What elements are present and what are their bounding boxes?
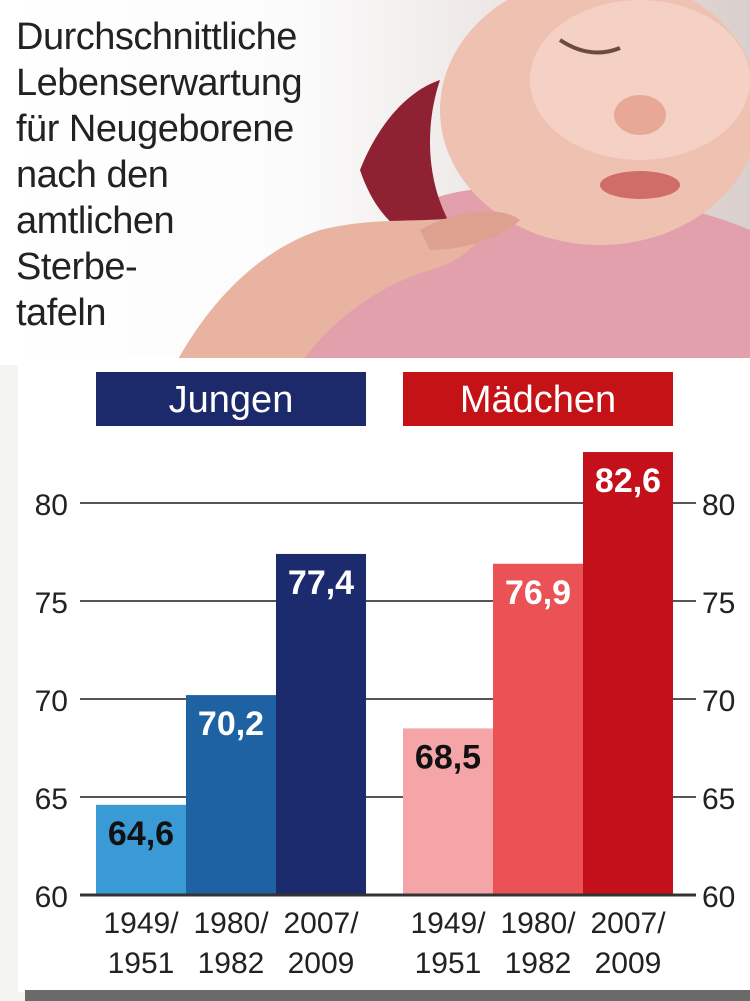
girls-header-label: Mädchen [460,379,616,421]
bar [403,728,493,895]
life-expectancy-chart: 60 60 65 65 70 70 75 75 80 80 Jungen 64,6 1949/1951 7… [35,372,735,980]
x-category-label: 1980/ [193,907,269,940]
bar [583,452,673,895]
x-category-label: 1951 [108,947,175,980]
bar-value-label: 68,5 [415,738,481,776]
headline-line: tafeln [16,292,106,334]
bar [96,804,186,895]
boys-header [96,372,366,426]
bar [493,563,583,895]
x-category-label: 2009 [595,947,662,980]
chart-panel: 60 60 65 65 70 70 75 75 80 80 Jungen 64,6 1949/1951 7… [18,358,750,992]
girls-header [403,372,673,426]
chart-headline: Durchschnittliche Lebenserwartung für Ne… [16,14,356,336]
bar [276,553,366,895]
x-category-label: 1949/ [410,907,486,940]
headline-line: nach den [16,154,169,196]
y-tick-label-right: 80 [702,489,735,522]
x-category-label: 1982 [198,947,265,980]
bar-value-label: 77,4 [288,564,354,602]
y-tick-label-left: 80 [35,489,68,522]
bottom-divider [25,990,750,1001]
newborn-illustration [175,0,750,365]
x-category-label: 2007/ [283,907,359,940]
x-category-label: 1980/ [500,907,576,940]
y-tick-label-left: 70 [35,685,68,718]
x-category-label: 2009 [288,947,355,980]
x-category-label: 1951 [415,947,482,980]
bar-value-label: 76,9 [505,574,571,612]
y-tick-label-right: 75 [702,587,735,620]
x-category-label: 1949/ [103,907,179,940]
headline-line: amtlichen [16,200,175,242]
y-tick-label-right: 60 [702,881,735,914]
bar-value-label: 70,2 [198,705,264,743]
headline-line: Lebenserwartung [16,62,303,104]
x-category-label: 2007/ [590,907,666,940]
x-category-label: 1982 [505,947,572,980]
headline-line: Sterbe- [16,246,138,288]
y-tick-label-right: 70 [702,685,735,718]
y-tick-label-left: 60 [35,881,68,914]
boys-header-label: Jungen [169,379,294,421]
bar-value-label: 64,6 [108,815,174,853]
newborn-photo: Durchschnittliche Lebenserwartung für Ne… [0,0,750,365]
headline-line: für Neugeborene [16,108,294,150]
bar [186,695,276,895]
bar-value-label: 82,6 [595,462,661,500]
y-tick-label-left: 75 [35,587,68,620]
headline-line: Durchschnittliche [16,16,297,58]
y-tick-label-right: 65 [702,783,735,816]
y-tick-label-left: 65 [35,783,68,816]
